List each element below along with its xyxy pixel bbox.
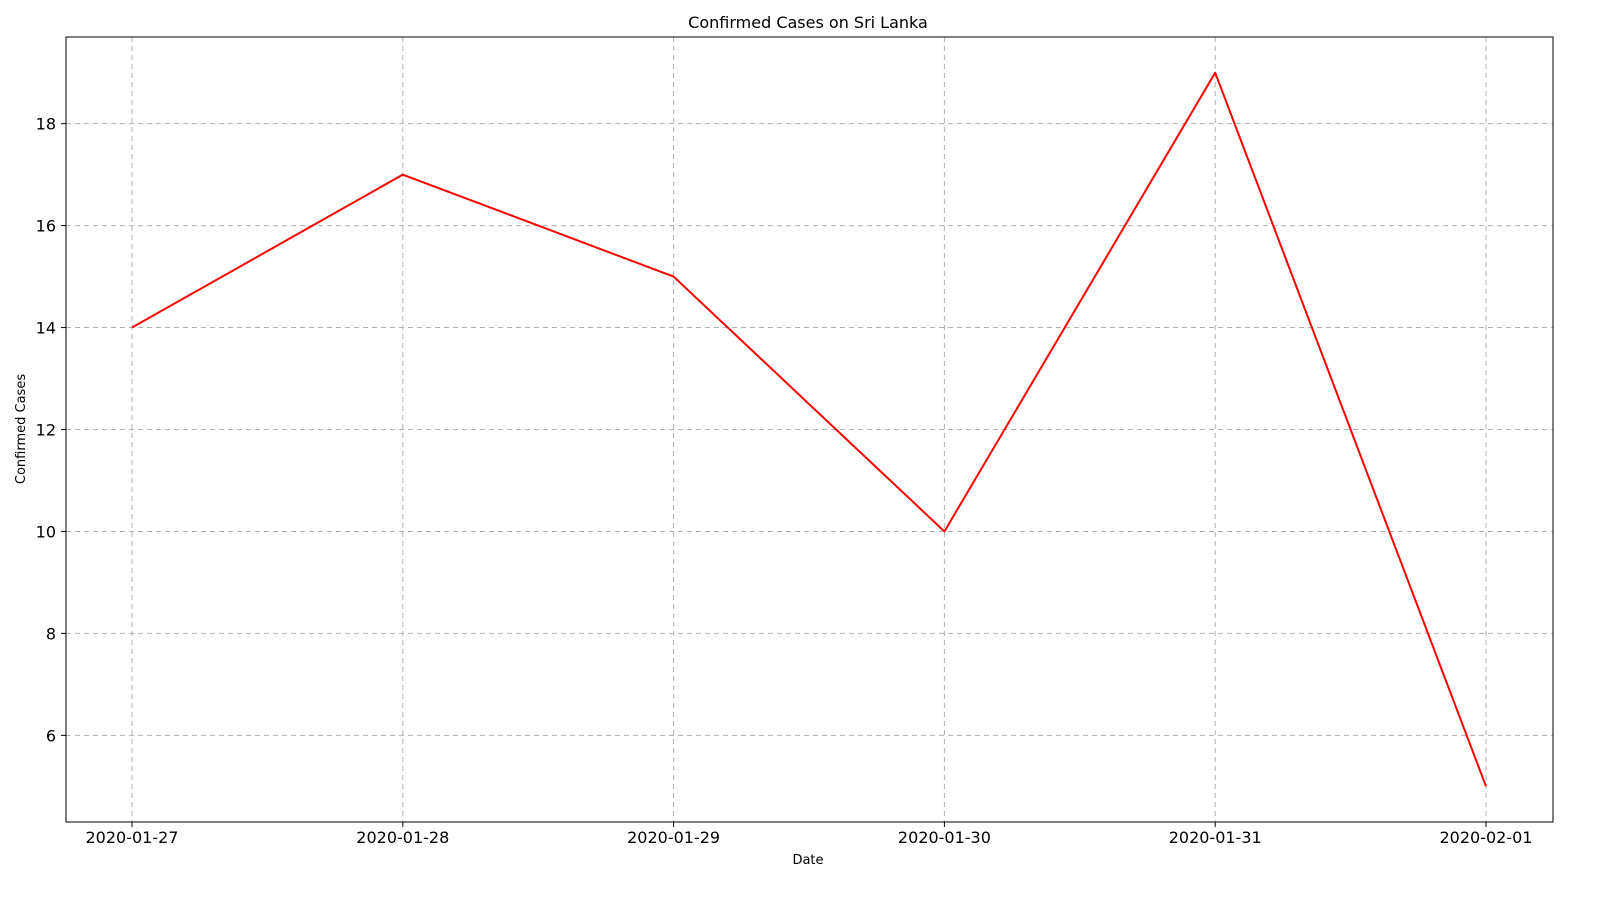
x-tick-label: 2020-01-29: [627, 828, 720, 847]
y-tick-label: 12: [36, 421, 56, 440]
y-tick-label: 16: [36, 217, 56, 236]
y-axis-label: Confirmed Cases: [14, 374, 29, 484]
x-tick-label: 2020-01-28: [356, 828, 449, 847]
x-tick-label: 2020-01-30: [898, 828, 991, 847]
x-tick-label: 2020-01-31: [1169, 828, 1262, 847]
series-layer: [131, 71, 1487, 787]
x-tick-label: 2020-02-01: [1440, 828, 1533, 847]
series-line: [131, 71, 1487, 787]
plot-frame: [65, 36, 1554, 823]
y-tick-label: 14: [36, 319, 56, 338]
chart-title: Confirmed Cases on Sri Lanka: [688, 13, 928, 32]
y-tick-label: 8: [46, 624, 56, 643]
y-tick-label: 10: [36, 522, 56, 541]
x-tick-label: 2020-01-27: [86, 828, 179, 847]
gridlines: [66, 37, 1553, 822]
axis-ticks: 2020-01-27 2020-01-28 2020-01-29 2020-01-30…: [36, 115, 1533, 847]
y-tick-label: 6: [46, 726, 56, 745]
x-axis-label: Date: [792, 853, 823, 868]
y-tick-label: 18: [36, 115, 56, 134]
